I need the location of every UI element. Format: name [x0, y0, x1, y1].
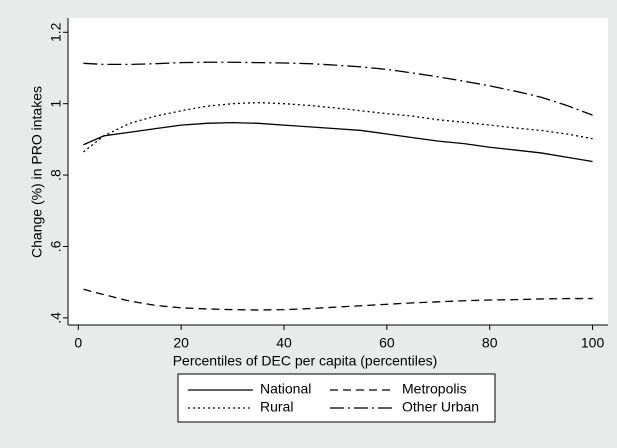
x-tick-label: 60	[379, 335, 395, 351]
legend-label: Metropolis	[402, 381, 467, 397]
series-line	[83, 288, 593, 311]
y-tick-label: .6	[48, 240, 64, 252]
x-tick-label: 100	[581, 335, 605, 351]
legend-label: National	[260, 381, 311, 397]
series-line	[83, 61, 593, 116]
x-tick-label: 80	[482, 335, 498, 351]
x-tick-label: 20	[173, 335, 189, 351]
y-axis-label: Change (%) in PRO intakes	[29, 86, 45, 258]
legend-label: Other Urban	[402, 399, 479, 415]
y-tick-label: 1	[48, 100, 64, 108]
series-line	[83, 101, 593, 153]
x-axis-label: Percentiles of DEC per capita (percentil…	[173, 353, 438, 369]
y-tick-label: .4	[48, 312, 64, 324]
legend-box	[177, 373, 496, 423]
series-line	[83, 121, 593, 163]
y-tick-label: 1.2	[48, 22, 64, 42]
x-tick-label: 0	[74, 335, 82, 351]
x-tick-label: 40	[276, 335, 292, 351]
y-tick-label: .8	[48, 169, 64, 181]
legend-label: Rural	[260, 399, 293, 415]
plot-area	[68, 18, 608, 325]
